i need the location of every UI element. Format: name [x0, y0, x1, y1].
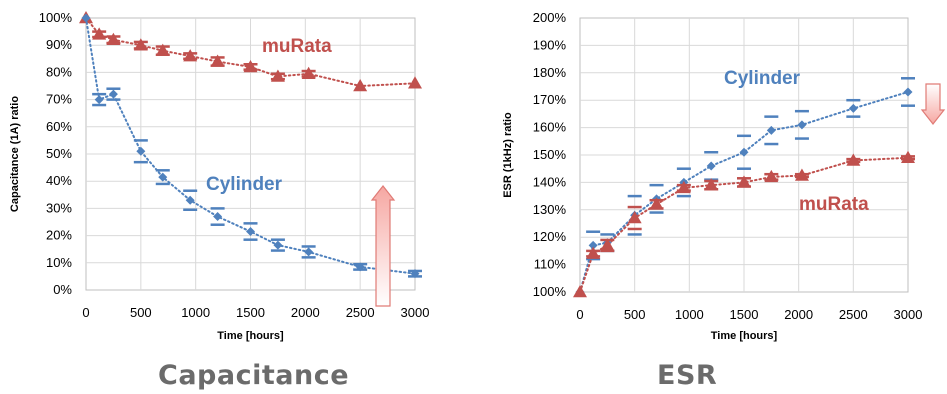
diamond-marker: [273, 240, 283, 250]
arrow-down-icon: [920, 83, 946, 125]
triangle-marker: [649, 197, 664, 210]
x-axis-title: Time [hours]: [217, 330, 284, 342]
y-tick-label: 200%: [533, 10, 567, 25]
diamond-marker: [848, 103, 858, 113]
esr-chart: 100% 110% 120% 130% 140% 150% 160% 170% 180% 190%…: [502, 10, 946, 342]
capacitance-title: Capacitance: [158, 360, 350, 391]
diamond-marker: [355, 262, 365, 272]
capacitance-chart: 0% 10% 20% 30% 40% 50% 60% 70% 80% 90% 100% 0 500 100…: [9, 10, 429, 342]
x-tick-label: 1000: [181, 305, 210, 320]
series-label: Cylinder: [724, 68, 801, 89]
series-murata: muRata: [573, 150, 915, 298]
series-cylinder: Cylinder: [81, 13, 422, 279]
diamond-marker: [94, 95, 104, 105]
series-label: muRata: [799, 194, 869, 215]
triangle-marker: [92, 27, 107, 40]
triangle-marker: [301, 66, 316, 80]
y-tick-label: 180%: [533, 65, 567, 80]
x-tick-label: 1000: [675, 307, 704, 322]
y-tick-label: 30%: [46, 200, 72, 215]
x-tick-label: 2000: [784, 307, 813, 322]
x-tick-label: 0: [82, 305, 89, 320]
diamond-marker: [136, 146, 146, 156]
triangle-marker: [133, 38, 148, 51]
y-tick-label: 120%: [533, 229, 567, 244]
triangle-marker: [764, 169, 779, 183]
triangle-marker: [353, 79, 368, 92]
triangle-marker: [210, 54, 225, 67]
diamond-marker: [410, 269, 420, 279]
diamond-marker: [739, 147, 749, 157]
triangle-marker: [270, 69, 285, 82]
x-axis-title: Time [hours]: [711, 330, 778, 342]
x-tick-label: 2500: [346, 305, 375, 320]
y-tick-label: 80%: [46, 64, 72, 79]
x-tick-label: 2000: [291, 305, 320, 320]
triangle-marker: [155, 43, 170, 56]
x-tick-label: 3000: [401, 305, 430, 320]
diamond-marker: [185, 195, 195, 205]
series-label: muRata: [262, 36, 332, 57]
y-tick-label: 100%: [39, 10, 73, 25]
arrow-up-icon: [370, 185, 396, 307]
triangle-marker: [901, 150, 915, 163]
x-tick-label: 1500: [236, 305, 265, 320]
y-tick-label: 170%: [533, 92, 567, 107]
triangle-marker: [737, 175, 751, 188]
x-tick-label: 1500: [730, 307, 759, 322]
y-tick-label: 90%: [46, 37, 72, 52]
y-tick-label: 130%: [533, 202, 567, 217]
triangle-marker: [573, 285, 587, 298]
y-tick-label: 110%: [534, 257, 567, 272]
diamond-marker: [81, 13, 91, 23]
y-tick-label: 190%: [533, 37, 567, 52]
triangle-marker: [846, 153, 861, 166]
y-tick-label: 100%: [533, 284, 567, 299]
series-murata: muRata: [79, 11, 422, 92]
diamond-marker: [588, 240, 598, 250]
x-tick-label: 500: [130, 305, 152, 320]
y-tick-label: 40%: [46, 173, 72, 188]
esr-title: ESR: [657, 360, 718, 391]
y-tick-label: 70%: [46, 92, 72, 107]
diamond-marker: [903, 87, 913, 97]
triangle-marker: [586, 246, 601, 259]
y-tick-label: 0%: [53, 282, 72, 297]
x-tick-label: 2500: [839, 307, 868, 322]
y-tick-label: 60%: [46, 119, 72, 134]
y-axis-title: Capacitance (1A) ratio: [9, 96, 21, 212]
diamond-marker: [706, 161, 716, 171]
y-tick-label: 160%: [533, 120, 567, 135]
triangle-marker: [106, 32, 121, 46]
diamond-marker: [213, 212, 223, 222]
diamond-marker: [766, 125, 776, 135]
triangle-marker: [794, 168, 809, 181]
diamond-marker: [304, 247, 314, 257]
x-tick-label: 0: [576, 307, 583, 322]
x-tick-label: 500: [624, 307, 646, 322]
triangle-marker: [600, 238, 615, 251]
y-axis-title: ESR (1kHz) ratio: [502, 112, 514, 198]
x-tick-label: 3000: [894, 307, 923, 322]
y-tick-label: 150%: [533, 147, 567, 162]
diamond-marker: [158, 172, 168, 182]
y-tick-label: 10%: [46, 255, 72, 270]
y-tick-label: 140%: [533, 174, 567, 189]
diamond-marker: [108, 89, 118, 99]
series-label: Cylinder: [206, 174, 283, 195]
diamond-marker: [246, 227, 255, 237]
y-tick-label: 20%: [46, 228, 72, 243]
triangle-marker: [704, 178, 719, 191]
triangle-marker: [183, 49, 198, 62]
triangle-marker: [408, 76, 422, 89]
y-tick-label: 50%: [46, 146, 72, 161]
triangle-marker: [676, 180, 691, 194]
triangle-marker: [243, 59, 258, 73]
triangle-marker: [627, 211, 642, 224]
diamond-marker: [797, 120, 807, 130]
